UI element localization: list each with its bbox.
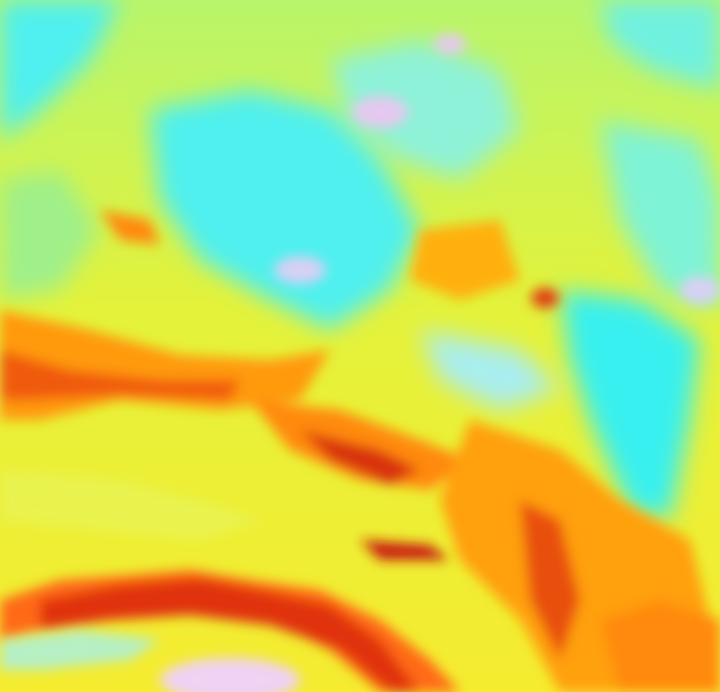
cool-regions — [0, 0, 720, 520]
lavender-spots — [160, 34, 720, 692]
warm-regions — [0, 210, 720, 692]
pale-speckle — [0, 470, 260, 670]
